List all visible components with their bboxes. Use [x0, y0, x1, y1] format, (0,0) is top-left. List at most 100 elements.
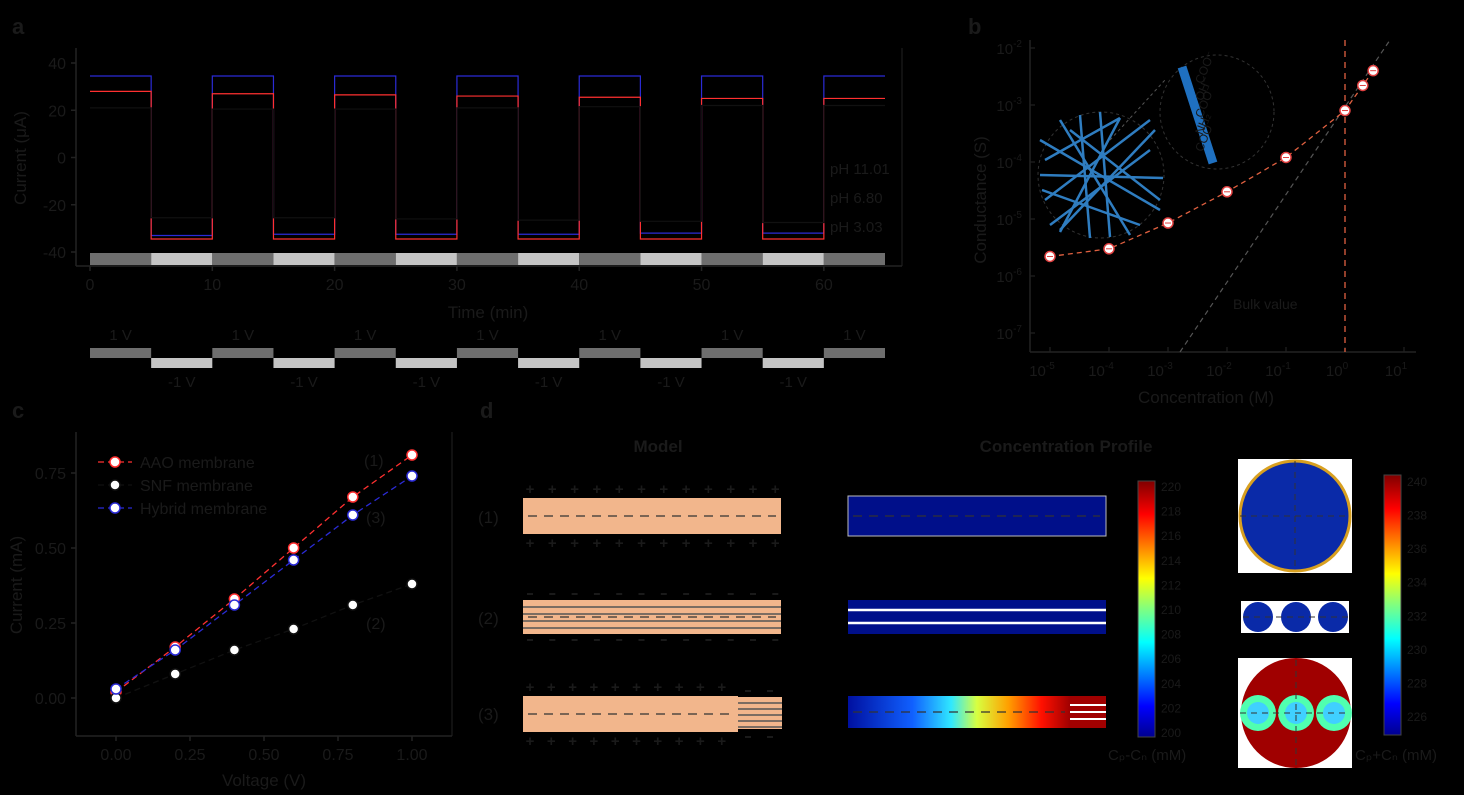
panel-a-xtick-label: 30	[448, 277, 466, 294]
charge-plus: +	[696, 733, 705, 750]
panel-a-ytick-label: 0	[57, 151, 66, 168]
voltage-step-positive	[456, 348, 519, 358]
voltage-label-negative: -1 V	[290, 374, 318, 391]
panel-b-ylabel: Conductance (S)	[971, 136, 990, 264]
voltage-bar-negative	[273, 253, 335, 265]
charge-plus: +	[570, 535, 579, 552]
colorbar-right-tick: 234	[1407, 576, 1427, 590]
voltage-label-negative: -1 V	[535, 374, 563, 391]
voltage-bar-negative	[151, 253, 213, 265]
charge-plus: +	[568, 679, 577, 696]
inset-fiber	[1069, 129, 1161, 201]
panel-a-current-time-plot: Current (μA) Time (min) 40 20 0 -20 -40 0 10 20…	[11, 48, 903, 391]
voltage-bar-positive	[456, 253, 519, 265]
charge-plus: +	[682, 481, 691, 498]
panel-c-point	[287, 542, 300, 554]
voltage-step-negative	[273, 358, 335, 368]
panel-c-xtick-label: 0.75	[322, 747, 353, 764]
panel-a-ytick-label: 20	[48, 103, 66, 120]
charge-plus: +	[704, 535, 713, 552]
cross-section-snf-channel	[1281, 602, 1311, 632]
charge-plus: +	[615, 535, 624, 552]
colorbar-left-tick: 220	[1161, 480, 1181, 494]
voltage-step-negative	[762, 358, 824, 368]
charge-plus: +	[771, 535, 780, 552]
charge-plus: +	[632, 679, 641, 696]
voltage-label-positive: 1 V	[599, 327, 622, 344]
charge-plus: +	[637, 535, 646, 552]
inset-fiber	[1041, 188, 1141, 227]
inset-fiber	[1044, 116, 1121, 162]
colorbar-right-tick: 238	[1407, 509, 1427, 523]
panel-c-point	[406, 578, 418, 590]
voltage-bar-positive	[90, 253, 152, 265]
voltage-label-positive: 1 V	[232, 327, 255, 344]
panel-a-xtick-label: 60	[815, 277, 833, 294]
voltage-step-negative	[151, 358, 213, 368]
colorbar-right-tick: 230	[1407, 643, 1427, 657]
panel-a-xlabel: Time (min)	[448, 303, 529, 322]
voltage-bar-negative	[640, 253, 702, 265]
panel-c-point	[228, 599, 241, 611]
colorbar-left-tick: 212	[1161, 578, 1181, 592]
charge-plus: +	[632, 733, 641, 750]
voltage-step-positive	[334, 348, 396, 358]
charge-plus: +	[653, 679, 662, 696]
panel-label-b: b	[968, 14, 981, 39]
colorbar-left-tick: 206	[1161, 652, 1181, 666]
voltage-label-positive: 1 V	[843, 327, 866, 344]
charge-plus: +	[659, 535, 668, 552]
model-channel-hybrid-snf	[738, 697, 782, 729]
voltage-step-positive	[212, 348, 274, 358]
colorbar-left-label: Cₚ-Cₙ (mM)	[1108, 747, 1186, 764]
inset-fiber	[1059, 129, 1156, 231]
voltage-bar-negative	[395, 253, 457, 265]
panel-a-ytick-label: 40	[48, 56, 66, 73]
panel-c-iv-plot: Current (mA) Voltage (V) 0.00 0.25 0.50 0.7…	[7, 432, 453, 790]
panel-c-series-1	[115, 583, 413, 699]
colorbar-left-tick: 214	[1161, 554, 1181, 568]
legend-label: SNF membrane	[140, 478, 253, 495]
panel-a-ytick-label: -40	[43, 245, 66, 262]
colorbar-left-tick: 200	[1161, 726, 1181, 740]
panel-a-series-0	[90, 75, 885, 237]
colorbar-right	[1383, 474, 1402, 736]
model-title: Model	[633, 437, 682, 456]
panel-c-point	[347, 509, 359, 521]
charge-plus: +	[749, 481, 758, 498]
inset-fiber	[1058, 117, 1122, 233]
legend-label: Hybrid membrane	[140, 501, 267, 518]
panel-c-ytick-label: 0.00	[35, 691, 66, 708]
cross-section-hybrid-core	[1247, 702, 1269, 724]
voltage-step-negative	[395, 358, 457, 368]
panel-label-a: a	[12, 14, 25, 39]
panel-c-point	[406, 449, 418, 461]
profile-snf	[848, 600, 1106, 634]
voltage-label-positive: 1 V	[109, 327, 132, 344]
panel-c-ytick-label: 0.50	[35, 541, 66, 558]
voltage-step-negative	[518, 358, 580, 368]
profile-title: Concentration Profile	[980, 437, 1153, 456]
inset-connector	[1109, 79, 1166, 141]
legend-label: AAO membrane	[140, 455, 255, 472]
panel-c-point	[169, 668, 181, 680]
legend-marker	[109, 502, 121, 514]
voltage-bar-negative	[518, 253, 580, 265]
panel-a-xtick-label: 0	[86, 277, 95, 294]
panel-c-point	[110, 683, 122, 695]
panel-a-series-2	[90, 104, 885, 224]
voltage-label-negative: -1 V	[657, 374, 685, 391]
inset-fiber	[1098, 111, 1112, 238]
voltage-label-positive: 1 V	[721, 327, 744, 344]
voltage-step-positive	[701, 348, 763, 358]
inset-zoom-fiber	[1177, 65, 1218, 165]
charge-plus: +	[659, 481, 668, 498]
charge-plus: +	[749, 535, 758, 552]
panel-c-xtick-label: 1.00	[396, 747, 427, 764]
charge-plus: +	[717, 679, 726, 696]
panel-label-c: c	[12, 398, 24, 423]
charge-plus: +	[717, 733, 726, 750]
inset-zoom-circle	[1159, 54, 1275, 170]
voltage-label-negative: -1 V	[168, 374, 196, 391]
panel-c-point	[287, 623, 300, 635]
